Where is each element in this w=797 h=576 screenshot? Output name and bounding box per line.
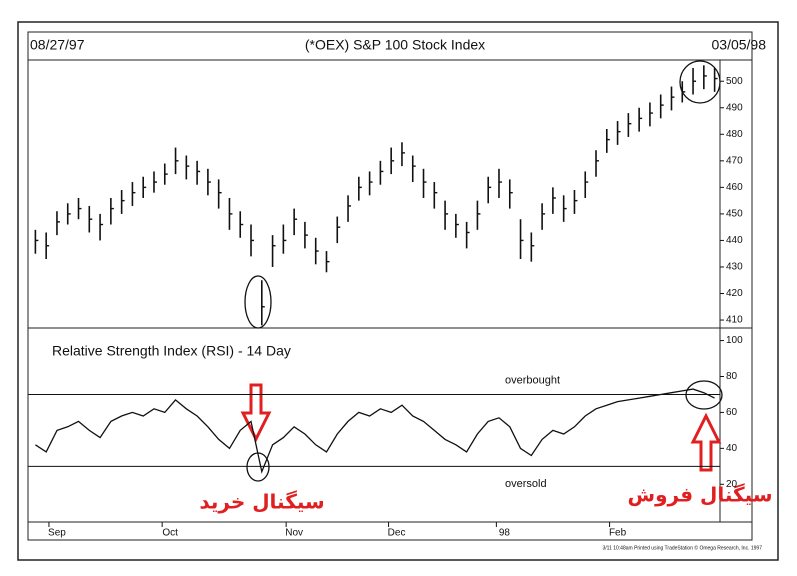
chart-title: (*OEX) S&P 100 Stock Index (305, 37, 485, 53)
buy-signal-label: سیگنال خرید (199, 490, 324, 514)
y-tick-label: 40 (726, 443, 738, 454)
y-tick-label: 490 (726, 102, 743, 113)
x-tick-label: Sep (48, 528, 66, 539)
end-date: 03/05/98 (712, 37, 767, 53)
circle (244, 275, 272, 329)
y-tick-label: 480 (726, 129, 743, 140)
x-tick-label: Feb (609, 528, 627, 539)
annotation-arrows (240, 383, 722, 472)
x-tick-label: 98 (499, 528, 511, 539)
circle (246, 452, 270, 482)
reference-label: overbought (505, 374, 560, 386)
y-tick-label: 100 (726, 335, 743, 346)
y-tick-label: 410 (726, 315, 743, 326)
x-tick-label: Oct (162, 528, 178, 539)
circle (679, 60, 721, 104)
rsi-title: Relative Strength Index (RSI) - 14 Day (52, 343, 291, 359)
x-tick-label: Dec (388, 528, 406, 539)
sell-signal-label: سیگنال فروش (627, 483, 772, 507)
circle (685, 380, 723, 410)
y-tick-label: 440 (726, 235, 743, 246)
x-tick-label: Nov (285, 528, 303, 539)
y-tick-label: 80 (726, 371, 738, 382)
y-tick-label: 450 (726, 209, 743, 220)
y-tick-label: 20 (726, 479, 738, 490)
y-tick-label: 420 (726, 288, 743, 299)
rsi-line (35, 388, 715, 474)
down-arrow (240, 383, 272, 443)
start-date: 08/27/97 (30, 37, 85, 53)
y-tick-label: 500 (726, 76, 743, 87)
reference-label: oversold (505, 478, 547, 490)
y-tick-label: 60 (726, 407, 738, 418)
chart-frame (27, 31, 753, 541)
y-tick-label: 460 (726, 182, 743, 193)
y-tick-label: 470 (726, 155, 743, 166)
up-arrow (690, 412, 722, 472)
y-tick-label: 430 (726, 262, 743, 273)
outer-frame (17, 21, 779, 561)
footer: 3/11 10:48am Printed using TradeStation … (602, 544, 762, 551)
